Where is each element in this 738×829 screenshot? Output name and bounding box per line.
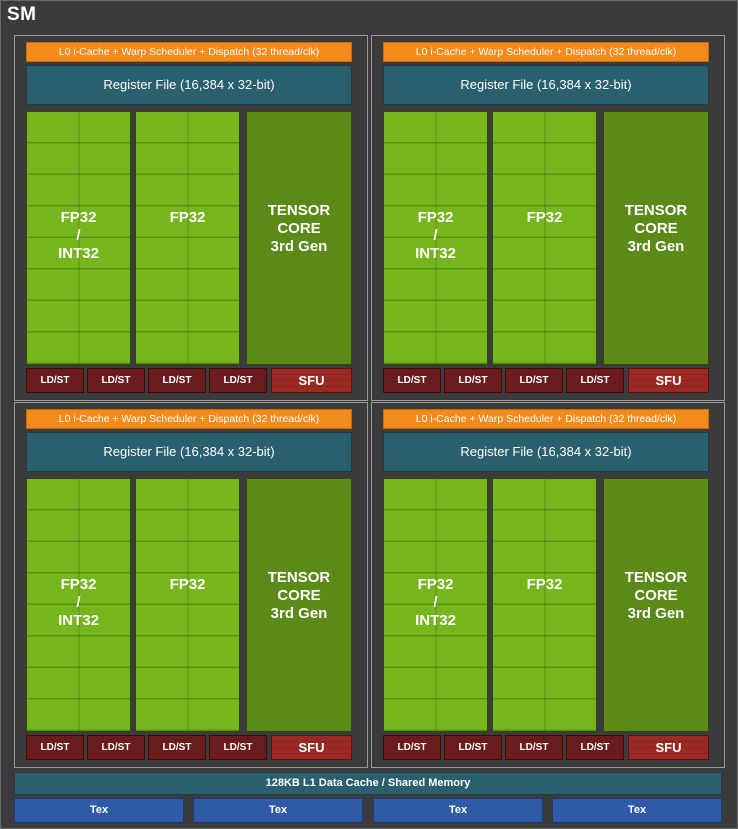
- fp32-text: FP32: [60, 209, 97, 226]
- core-text: CORE: [634, 220, 678, 237]
- ldst-unit: LD/ST: [444, 735, 502, 760]
- ldst-unit: LD/ST: [566, 735, 624, 760]
- ldst-unit: LD/ST: [26, 368, 84, 393]
- register-file: Register File (16,384 x 32-bit): [383, 432, 709, 472]
- gen-text: 3rd Gen: [627, 238, 685, 255]
- fp32-core: FP32: [135, 478, 240, 732]
- slash-text: /: [76, 227, 81, 244]
- fp32-text: FP32: [417, 209, 454, 226]
- tensor-core: TENSOR CORE 3rd Gen: [246, 111, 352, 365]
- tex-unit-2: Tex: [193, 798, 363, 823]
- l0-icache-warp-scheduler: L0 i-Cache + Warp Scheduler + Dispatch (…: [383, 409, 709, 429]
- l0-icache-warp-scheduler: L0 i-Cache + Warp Scheduler + Dispatch (…: [383, 42, 709, 62]
- ldst-unit: LD/ST: [505, 368, 563, 393]
- processing-block-2: L0 i-Cache + Warp Scheduler + Dispatch (…: [371, 35, 725, 401]
- register-file: Register File (16,384 x 32-bit): [26, 65, 352, 105]
- fp32-label: FP32: [526, 576, 563, 593]
- gen-text: 3rd Gen: [627, 605, 685, 622]
- fp32-label: FP32: [169, 209, 206, 226]
- sfu-unit: SFU: [271, 368, 352, 393]
- ldst-unit: LD/ST: [383, 368, 441, 393]
- fp32-label: FP32: [169, 576, 206, 593]
- tex-unit-4: Tex: [552, 798, 722, 823]
- fp32-text: FP32: [417, 576, 454, 593]
- ldst-unit: LD/ST: [444, 368, 502, 393]
- processing-block-3: L0 i-Cache + Warp Scheduler + Dispatch (…: [14, 402, 368, 768]
- l0-icache-warp-scheduler: L0 i-Cache + Warp Scheduler + Dispatch (…: [26, 409, 352, 429]
- register-file: Register File (16,384 x 32-bit): [26, 432, 352, 472]
- ldst-unit: LD/ST: [148, 735, 206, 760]
- core-text: CORE: [277, 220, 321, 237]
- register-file: Register File (16,384 x 32-bit): [383, 65, 709, 105]
- fp32-int32-label: FP32 / INT32: [27, 576, 130, 630]
- fp32-text: FP32: [60, 576, 97, 593]
- ldst-unit: LD/ST: [87, 368, 145, 393]
- sfu-unit: SFU: [628, 735, 709, 760]
- int32-text: INT32: [415, 245, 456, 262]
- ldst-unit: LD/ST: [383, 735, 441, 760]
- int32-text: INT32: [58, 612, 99, 629]
- gen-text: 3rd Gen: [270, 605, 328, 622]
- processing-block-4: L0 i-Cache + Warp Scheduler + Dispatch (…: [371, 402, 725, 768]
- ldst-unit: LD/ST: [209, 368, 267, 393]
- ldst-unit: LD/ST: [87, 735, 145, 760]
- fp32-label: FP32: [526, 209, 563, 226]
- tensor-core: TENSOR CORE 3rd Gen: [603, 478, 709, 732]
- tensor-text: TENSOR: [267, 569, 331, 586]
- tensor-core-label: TENSOR CORE 3rd Gen: [247, 202, 351, 256]
- ldst-unit: LD/ST: [148, 368, 206, 393]
- fp32-int32-label: FP32 / INT32: [27, 209, 130, 263]
- fp32-int32-label: FP32 / INT32: [384, 576, 487, 630]
- tensor-core: TENSOR CORE 3rd Gen: [246, 478, 352, 732]
- fp32-int32-label: FP32 / INT32: [384, 209, 487, 263]
- ldst-unit: LD/ST: [26, 735, 84, 760]
- slash-text: /: [433, 227, 438, 244]
- fp32-core: FP32: [492, 478, 597, 732]
- tensor-text: TENSOR: [624, 569, 688, 586]
- tensor-core-label: TENSOR CORE 3rd Gen: [604, 202, 708, 256]
- fp32-int32-core: FP32 / INT32: [26, 478, 131, 732]
- fp32-int32-core: FP32 / INT32: [383, 478, 488, 732]
- tensor-text: TENSOR: [624, 202, 688, 219]
- int32-text: INT32: [58, 245, 99, 262]
- tensor-core-label: TENSOR CORE 3rd Gen: [247, 569, 351, 623]
- ldst-unit: LD/ST: [505, 735, 563, 760]
- slash-text: /: [76, 594, 81, 611]
- slash-text: /: [433, 594, 438, 611]
- core-text: CORE: [634, 587, 678, 604]
- ldst-unit: LD/ST: [566, 368, 624, 393]
- gen-text: 3rd Gen: [270, 238, 328, 255]
- processing-block-1: L0 i-Cache + Warp Scheduler + Dispatch (…: [14, 35, 368, 401]
- fp32-int32-core: FP32 / INT32: [383, 111, 488, 365]
- fp32-int32-core: FP32 / INT32: [26, 111, 131, 365]
- sm-title: SM: [7, 4, 37, 25]
- fp32-core: FP32: [135, 111, 240, 365]
- tensor-core: TENSOR CORE 3rd Gen: [603, 111, 709, 365]
- fp32-core: FP32: [492, 111, 597, 365]
- sfu-unit: SFU: [271, 735, 352, 760]
- l0-icache-warp-scheduler: L0 i-Cache + Warp Scheduler + Dispatch (…: [26, 42, 352, 62]
- int32-text: INT32: [415, 612, 456, 629]
- tensor-core-label: TENSOR CORE 3rd Gen: [604, 569, 708, 623]
- tensor-text: TENSOR: [267, 202, 331, 219]
- tex-unit-3: Tex: [373, 798, 543, 823]
- sfu-unit: SFU: [628, 368, 709, 393]
- ldst-unit: LD/ST: [209, 735, 267, 760]
- tex-unit-1: Tex: [14, 798, 184, 823]
- l1-data-cache: 128KB L1 Data Cache / Shared Memory: [14, 772, 722, 795]
- core-text: CORE: [277, 587, 321, 604]
